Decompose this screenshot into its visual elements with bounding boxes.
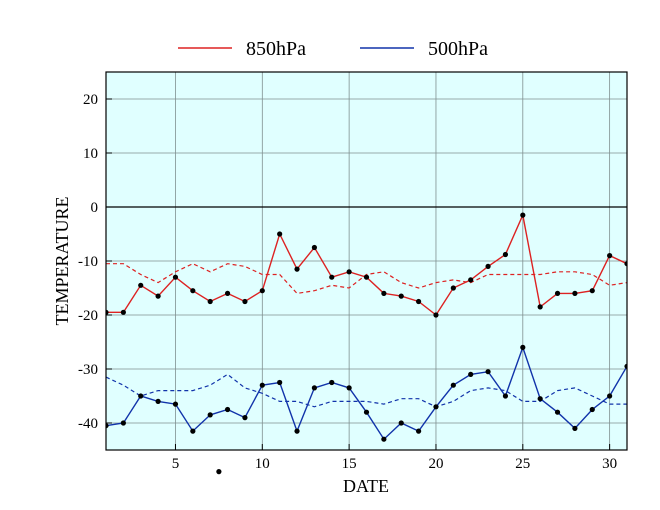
x-axis-label: DATE <box>343 476 389 496</box>
series-0-point-30 <box>607 253 613 259</box>
series-1-point-14 <box>329 379 335 386</box>
series-1-point-27 <box>554 409 561 415</box>
x-tick-label-25: 25 <box>515 456 530 472</box>
series-1-point-26 <box>537 396 543 402</box>
legend-label-850hpa: 850hPa <box>246 38 306 60</box>
y-tick-label--40: -40 <box>78 416 98 432</box>
series-0-point-15 <box>346 269 352 275</box>
series-0-point-22 <box>468 277 474 283</box>
legend-label-500hpa: 500hPa <box>428 38 488 60</box>
series-0-point-19 <box>416 298 422 305</box>
series-1-point-6 <box>190 428 196 434</box>
y-tick-label-20: 20 <box>83 92 98 108</box>
series-1-point-16 <box>363 409 370 415</box>
series-0-point-28 <box>572 290 578 296</box>
series-1-point-21 <box>450 382 456 388</box>
grid <box>106 72 627 450</box>
series-1-point-22 <box>468 371 474 377</box>
series-0-point-20 <box>433 312 439 318</box>
y-tick-label-10: 10 <box>83 146 98 162</box>
series-0-point-9 <box>242 298 248 305</box>
axis-ticks: 5 10 15 20 25 30 20 10 0 -10 -20 -30 -40 <box>78 92 617 472</box>
y-tick-label-0: 0 <box>91 200 99 216</box>
series-0-point-10 <box>259 288 265 294</box>
series-0-point-6 <box>190 288 196 294</box>
series-0-point-11 <box>277 231 283 237</box>
series-1-point-15 <box>346 385 352 391</box>
series-1-point-29 <box>589 406 595 413</box>
series-0-point-1 <box>106 309 109 315</box>
annotations <box>216 469 222 475</box>
series-0-point-13 <box>311 244 317 251</box>
series-3-dashed-line <box>106 373 627 408</box>
series-1-point-13 <box>311 385 317 391</box>
series-1-point-12 <box>294 428 300 434</box>
series-0-point-7 <box>207 298 213 305</box>
series-0-point-26 <box>537 304 543 310</box>
x-tick-label-30: 30 <box>602 456 617 472</box>
series-1-point-10 <box>259 382 265 388</box>
series-1-point-8 <box>224 406 231 413</box>
y-axis-label: TEMPERATURE <box>52 196 72 325</box>
series-0-point-24 <box>502 251 509 258</box>
series-0-point-17 <box>381 290 387 296</box>
y-tick-label--30: -30 <box>78 362 98 378</box>
series-0-point-25 <box>520 212 526 218</box>
series-0-point-21 <box>450 285 456 291</box>
series-1-point-1 <box>106 423 109 429</box>
y-tick-label--10: -10 <box>78 254 98 270</box>
series-2-dashed-line <box>106 263 627 295</box>
series-1-point-4 <box>155 398 161 404</box>
series-1-point-18 <box>398 420 404 426</box>
series-1-point-5 <box>172 401 179 407</box>
series-1-point-7 <box>207 412 213 418</box>
series-0-point-18 <box>398 293 404 299</box>
x-tick-label-20: 20 <box>428 456 443 472</box>
series-1-point-25 <box>520 344 526 350</box>
series-1-point-9 <box>242 415 248 421</box>
series-0-point-12 <box>294 266 300 272</box>
series-0-point-4 <box>155 293 161 299</box>
series-0-point-3 <box>138 282 144 288</box>
series-0-point-29 <box>589 288 595 294</box>
series-0-point-31 <box>624 261 627 267</box>
x-tick-label-10: 10 <box>255 456 270 472</box>
series-1-point-3 <box>138 393 144 399</box>
series-0-point-8 <box>224 290 231 296</box>
series-1-point-24 <box>502 393 509 399</box>
series-0-point-16 <box>363 274 370 280</box>
series-1-point-2 <box>120 420 126 426</box>
x-tick-label-5: 5 <box>172 456 180 472</box>
x-tick-label-15: 15 <box>342 456 357 472</box>
annotation-point-0 <box>216 469 222 475</box>
y-tick-label--20: -20 <box>78 308 98 324</box>
series-1-point-20 <box>433 404 439 410</box>
series-1-point-31 <box>624 363 627 369</box>
series-1-point-30 <box>607 393 613 399</box>
series-1-point-23 <box>485 369 491 375</box>
series-0-point-2 <box>120 309 126 315</box>
series-1-point-11 <box>277 379 283 386</box>
series-0-point-5 <box>172 274 179 280</box>
series-1-point-17 <box>381 436 387 442</box>
series-layer <box>106 212 627 442</box>
series-0-point-23 <box>485 263 491 269</box>
series-1-point-28 <box>572 425 578 431</box>
series-1-point-19 <box>416 428 422 434</box>
series-0-point-27 <box>554 290 561 296</box>
series-0-point-14 <box>329 274 335 280</box>
legend: 850hPa 500hPa <box>178 38 488 60</box>
